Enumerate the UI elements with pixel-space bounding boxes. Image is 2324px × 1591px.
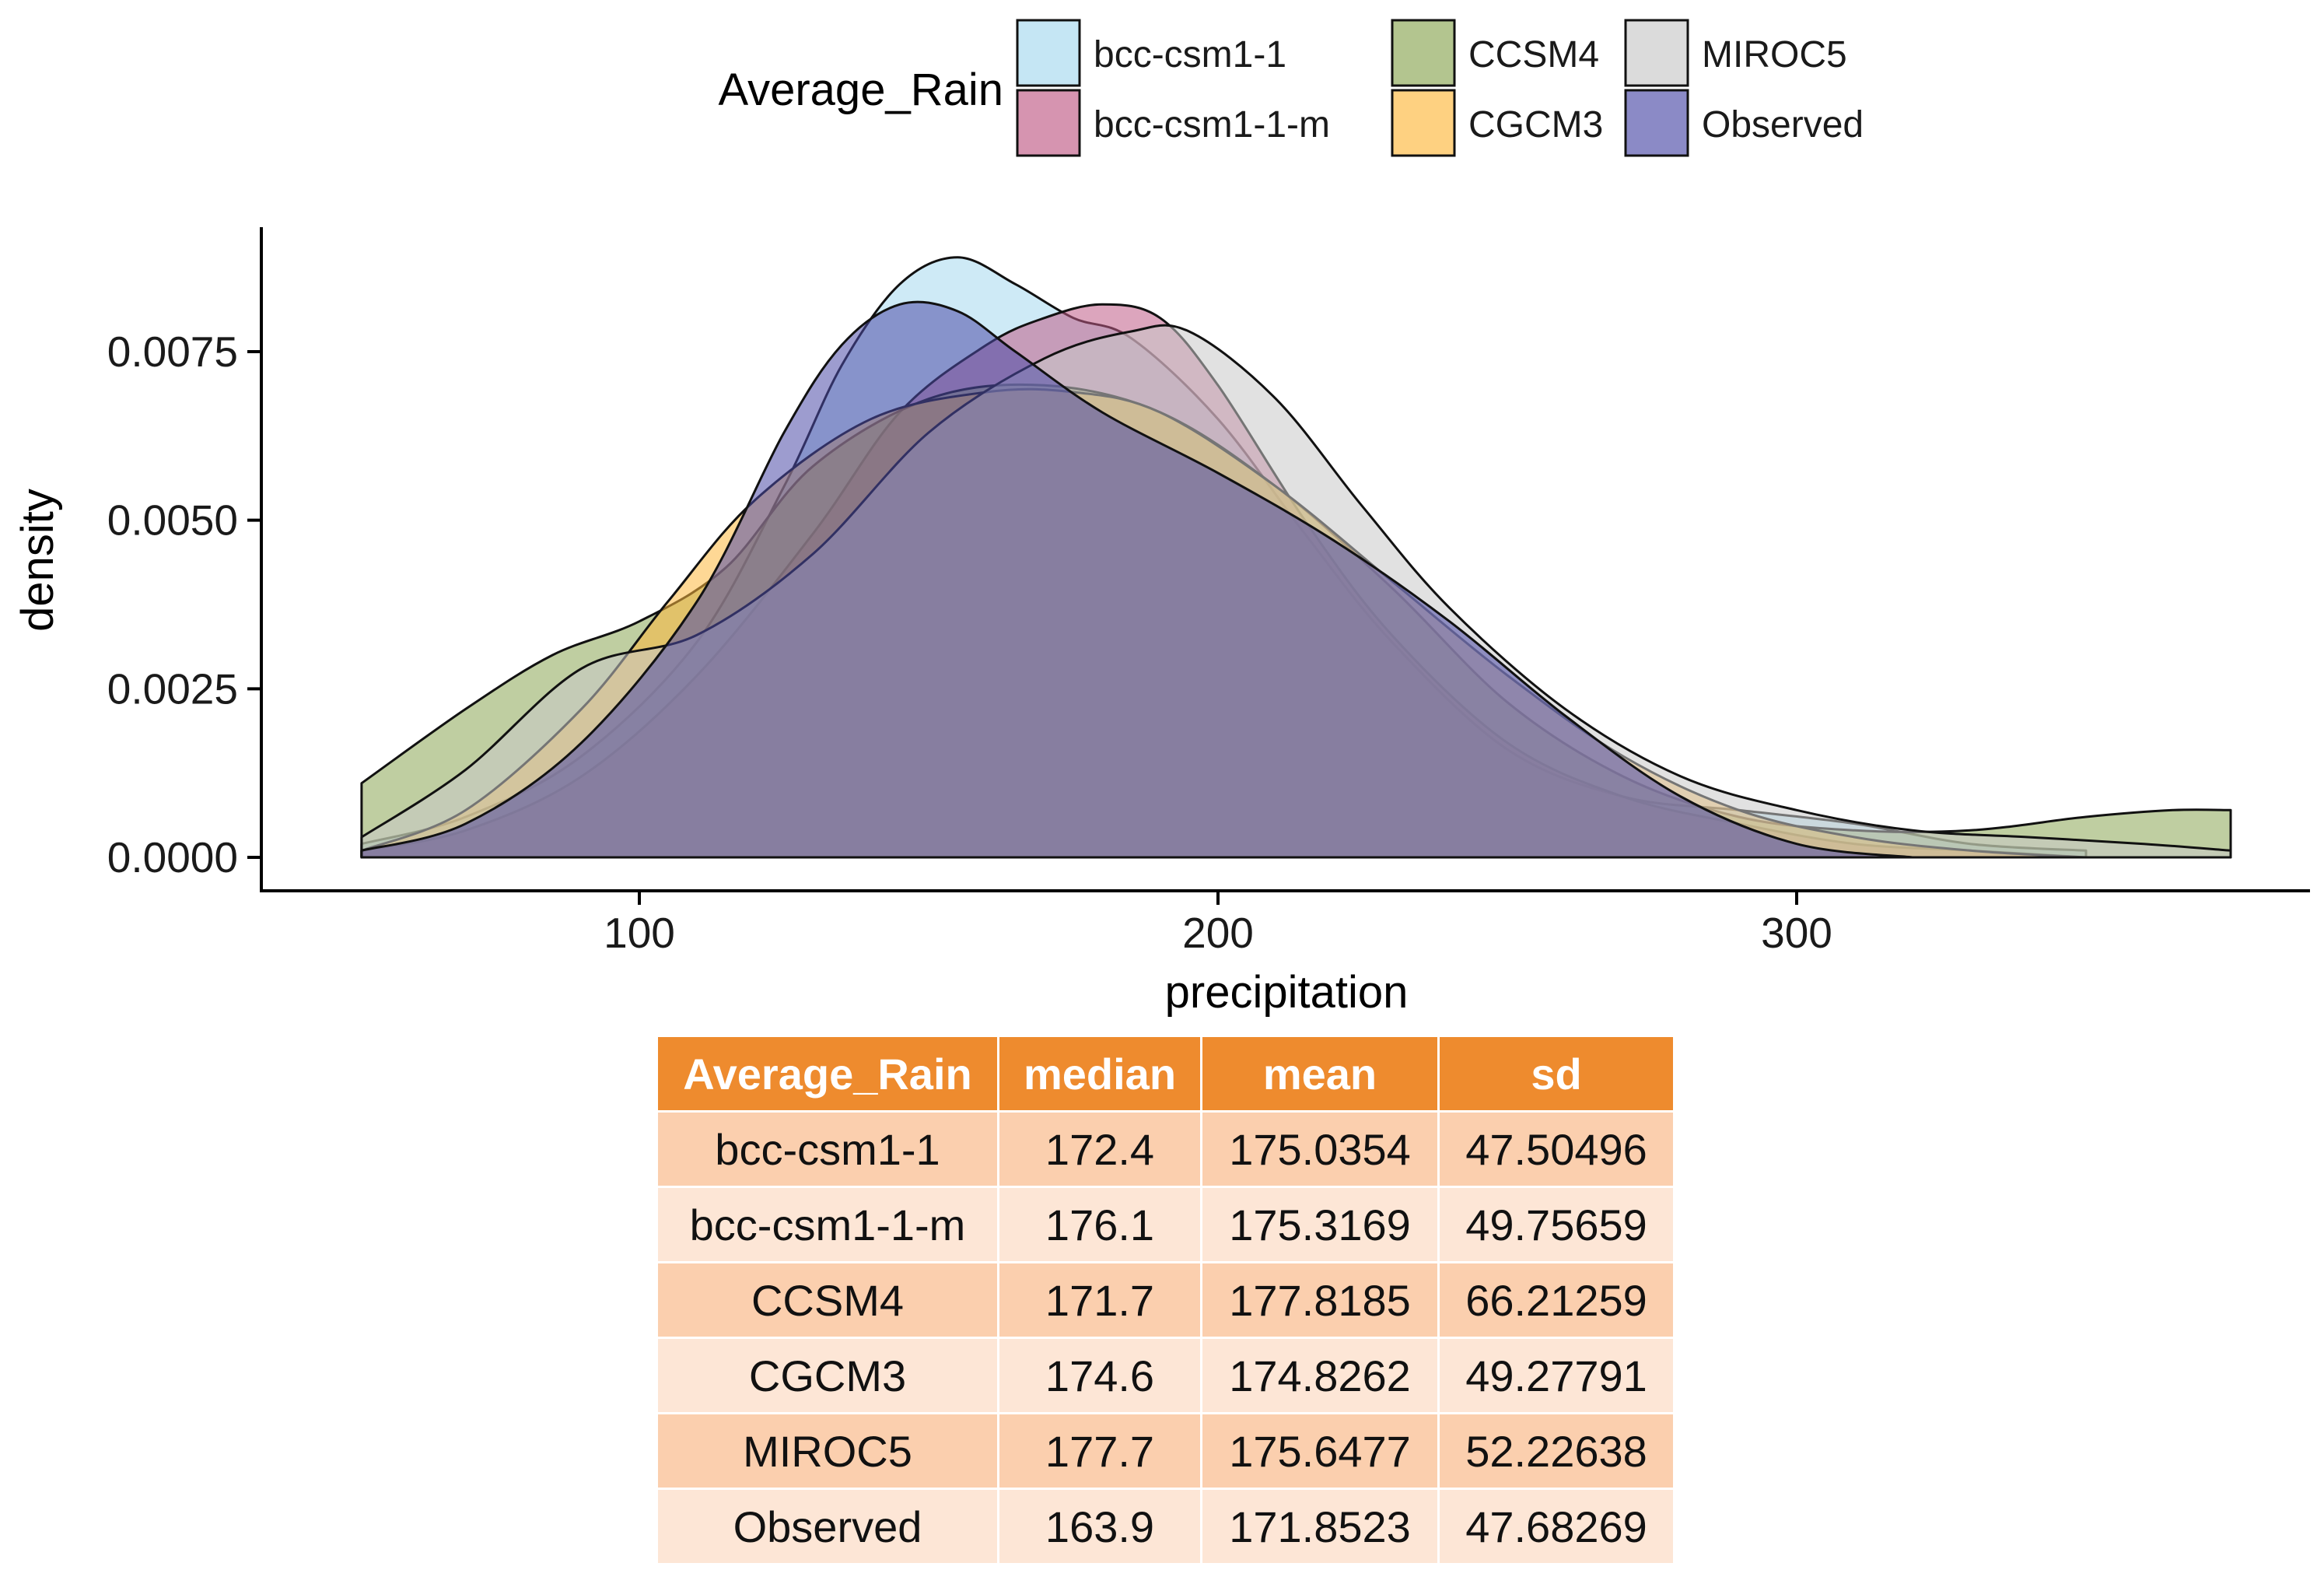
table-cell: 175.6477 (1200, 1412, 1440, 1490)
table-cell: 174.8262 (1200, 1337, 1440, 1414)
column-header-median: median (997, 1035, 1202, 1113)
legend-label-observed: Observed (1702, 104, 1864, 145)
table-row: CCSM4 171.7 177.8185 66.21259 (656, 1261, 1675, 1339)
column-header-mean: mean (1200, 1035, 1440, 1113)
table-cell: CGCM3 (656, 1337, 999, 1414)
y-tick-label: 0.0075 (107, 328, 238, 376)
table-row: CGCM3 174.6 174.8262 49.27791 (656, 1337, 1675, 1414)
table-row: bcc-csm1-1 172.4 175.0354 47.50496 (656, 1110, 1675, 1188)
table-cell: 47.50496 (1437, 1110, 1675, 1188)
column-header-sd: sd (1437, 1035, 1675, 1113)
legend-swatch-ccsm4 (1391, 19, 1456, 87)
y-axis-title: density (12, 489, 63, 632)
table-cell: MIROC5 (656, 1412, 999, 1490)
legend-label-cgcm3: CGCM3 (1468, 104, 1603, 145)
table-cell: 177.8185 (1200, 1261, 1440, 1339)
table-header-row: Average_Rain median mean sd (656, 1035, 1675, 1113)
legend-swatch-miroc5 (1624, 19, 1689, 87)
table-cell: 163.9 (997, 1488, 1202, 1565)
x-tick-label: 200 (1182, 909, 1254, 957)
table-cell: 172.4 (997, 1110, 1202, 1188)
legend-label-bcc-csm1-1: bcc-csm1-1 (1094, 34, 1286, 75)
legend-swatch-cgcm3 (1391, 89, 1456, 157)
legend-swatch-bcc-csm1-1 (1016, 19, 1081, 87)
table-cell: 47.68269 (1437, 1488, 1675, 1565)
table-cell: 177.7 (997, 1412, 1202, 1490)
legend-title: Average_Rain (718, 65, 1003, 115)
table-row: Observed 163.9 171.8523 47.68269 (656, 1488, 1675, 1565)
x-tick-label: 100 (604, 909, 675, 957)
table-cell: 171.8523 (1200, 1488, 1440, 1565)
table-cell: 171.7 (997, 1261, 1202, 1339)
legend-label-ccsm4: CCSM4 (1468, 34, 1599, 75)
column-header-average-rain: Average_Rain (656, 1035, 999, 1113)
table-row: bcc-csm1-1-m 176.1 175.3169 49.75659 (656, 1186, 1675, 1263)
table-cell: 49.75659 (1437, 1186, 1675, 1263)
density-areas (360, 256, 2232, 859)
table-row: MIROC5 177.7 175.6477 52.22638 (656, 1412, 1675, 1490)
table-cell: bcc-csm1-1 (656, 1110, 999, 1188)
table-cell: 66.21259 (1437, 1261, 1675, 1339)
table-cell: 174.6 (997, 1337, 1202, 1414)
table-cell: 176.1 (997, 1186, 1202, 1263)
legend-label-bcc-csm1-1-m: bcc-csm1-1-m (1094, 104, 1330, 145)
stats-table: Average_Rain median mean sd bcc-csm1-1 1… (656, 1035, 1675, 1565)
legend: Average_Rain bcc-csm1-1 bcc-csm1-1-m CCSM4… (718, 19, 1864, 157)
table-cell: bcc-csm1-1-m (656, 1186, 999, 1263)
axes: 0.0000 0.0025 0.0050 0.0075 100 200 300 preci… (12, 227, 2310, 1018)
x-tick-label: 300 (1761, 909, 1832, 957)
table-cell: Observed (656, 1488, 999, 1565)
legend-swatch-observed (1624, 89, 1689, 157)
density-area-observed (360, 300, 1914, 859)
y-tick-label: 0.0025 (107, 664, 238, 713)
x-axis-title: precipitation (1165, 967, 1409, 1018)
y-tick-label: 0.0000 (107, 833, 238, 881)
legend-label-miroc5: MIROC5 (1702, 34, 1847, 75)
table-cell: 175.3169 (1200, 1186, 1440, 1263)
table-cell: 49.27791 (1437, 1337, 1675, 1414)
table-cell: 52.22638 (1437, 1412, 1675, 1490)
legend-swatch-bcc-csm1-1-m (1016, 89, 1081, 157)
y-tick-label: 0.0050 (107, 496, 238, 545)
density-chart: Average_Rain bcc-csm1-1 bcc-csm1-1-m CCSM4… (12, 19, 2310, 1018)
table-cell: 175.0354 (1200, 1110, 1440, 1188)
table-cell: CCSM4 (656, 1261, 999, 1339)
